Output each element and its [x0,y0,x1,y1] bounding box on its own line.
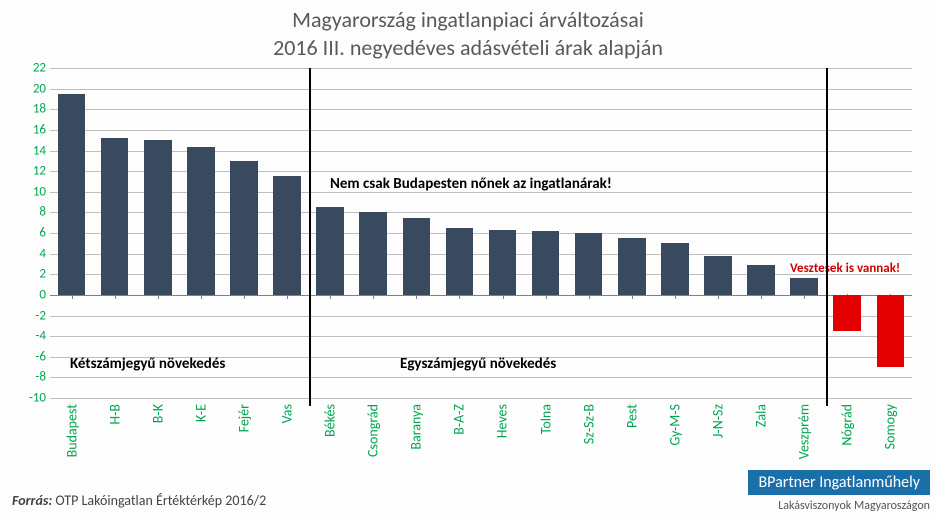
bar-slot [783,68,826,398]
y-tick-label: -4 [22,329,46,344]
x-tick-label: K-E [179,404,222,484]
bar-slot [567,68,610,398]
bar-slot [222,68,265,398]
y-tick-label: 14 [22,143,46,158]
source-line: Forrás: OTP Lakóingatlan Értéktérkép 201… [12,492,266,509]
x-tick-label: B-A-Z [438,404,481,484]
gridline [50,398,912,399]
x-tick-label: H-B [93,404,136,484]
bar [618,238,646,295]
bar-slot [179,68,222,398]
x-tick-label: Vas [265,404,308,484]
title-line-2: 2016 III. negyedéves adásvételi árak ala… [0,34,936,62]
x-tick-label: Csongrád [352,404,395,484]
bar-slot [740,68,783,398]
bar [359,212,387,295]
bar-slot [352,68,395,398]
annot-not-only-bp: Nem csak Budapesten nőnek az ingatlanára… [330,175,612,193]
annot-one-digit: Egyszámjegyű növekedés [400,355,556,373]
title-line-1: Magyarország ingatlanpiaci árváltozásai [0,6,936,34]
bar-slot [696,68,739,398]
section-divider [309,68,311,406]
bar [144,140,172,295]
bar [790,278,818,295]
bar-slot [93,68,136,398]
bar-slot [265,68,308,398]
bar-slot [438,68,481,398]
bar-slot [524,68,567,398]
bar-slot [50,68,93,398]
y-tick-label: 0 [22,287,46,302]
bar [230,161,258,295]
bar [273,176,301,295]
x-tick-label: Gy-M-S [653,404,696,484]
section-divider [826,68,828,406]
y-tick-label: -2 [22,308,46,323]
bar-slot [395,68,438,398]
x-tick-label: J-N-Sz [696,404,739,484]
bar-slot [869,68,912,398]
bar-slot [826,68,869,398]
bar [747,265,775,295]
bar [403,218,431,295]
x-tick-label: Tolna [524,404,567,484]
bar [446,228,474,295]
x-tick-label: Heves [481,404,524,484]
chart-title: Magyarország ingatlanpiaci árváltozásai … [0,0,936,61]
x-tick-label: Budapest [50,404,93,484]
x-tick-label: Baranya [395,404,438,484]
x-tick-label: Pest [610,404,653,484]
y-tick-label: -6 [22,349,46,364]
bar-slot [136,68,179,398]
x-tick-label: B-K [136,404,179,484]
annot-two-digit: Kétszámjegyű növekedés [70,355,225,373]
y-tick-label: 12 [22,164,46,179]
y-tick-label: 22 [22,61,46,76]
bar [833,295,861,331]
annot-losers: Vesztesek is vannak! [790,261,900,276]
x-tick-label: Sz-Sz-B [567,404,610,484]
bar [704,256,732,295]
x-tick-label: Fejér [222,404,265,484]
brand-subtitle: Lakásviszonyok Magyaroszágon [778,499,930,513]
y-tick-label: 2 [22,267,46,282]
bar [877,295,905,367]
bar-slot [481,68,524,398]
bar-slot [610,68,653,398]
y-tick-label: 10 [22,184,46,199]
bar [58,94,86,295]
bar [187,147,215,294]
brand-badge: BPartner Ingatlanműhely [748,470,930,495]
y-tick-label: 6 [22,226,46,241]
y-tick-label: -8 [22,370,46,385]
y-tick-label: 16 [22,122,46,137]
chart-plot-area: -10-8-6-4-20246810121416182022 [50,68,912,398]
y-tick-label: 8 [22,205,46,220]
bar [661,243,689,295]
bar [316,207,344,295]
source-prefix: Forrás: [12,492,52,509]
y-tick-label: 18 [22,102,46,117]
bar-slot [653,68,696,398]
y-tick-label: -10 [22,391,46,406]
x-tick-label: Békés [309,404,352,484]
bar [101,138,129,295]
bar [575,233,603,295]
bar [489,230,517,295]
bar-slot [309,68,352,398]
bar [532,231,560,295]
y-tick-label: 4 [22,246,46,261]
source-text: OTP Lakóingatlan Értéktérkép 2016/2 [55,492,266,509]
y-tick-label: 20 [22,81,46,96]
